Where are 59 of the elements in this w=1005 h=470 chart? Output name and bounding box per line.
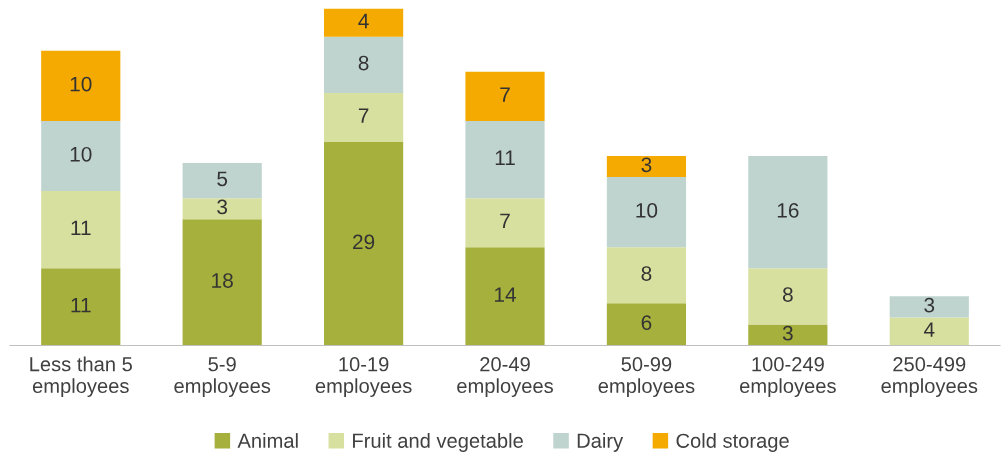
data-label: 8 [358,55,369,71]
legend-label: Fruit and vegetable [353,433,523,452]
data-label: 3 [217,199,228,215]
x-tick-label: 10-19 employees [315,357,412,398]
bar [324,8,404,37]
data-label: 7 [500,87,510,102]
bar [182,163,262,199]
data-label: 4 [923,322,935,337]
legend-label: Dairy [577,433,624,452]
data-label: 6 [641,315,652,330]
bar [606,177,687,248]
data-label: 5 [217,171,228,187]
data-label: 7 [500,213,510,229]
bar [41,50,121,121]
data-label: 14 [495,287,516,302]
bar [182,219,262,346]
bar [41,120,121,192]
x-tick-label: Less than 5 employees [30,356,132,398]
data-label: 18 [212,273,233,288]
data-label: 10 [70,76,92,92]
data-label: 8 [641,266,652,281]
data-label: 7 [358,108,369,123]
data-label: 11 [495,150,515,165]
bar [606,303,687,346]
data-label: 11 [71,220,91,236]
legend-label: Animal [237,433,298,448]
bar [41,268,121,346]
x-tick-label: 100-249 employees [740,357,836,398]
bar [465,120,545,199]
x-tick-label: 5-9 employees [174,357,271,398]
data-label: 3 [641,157,652,173]
data-label: 11 [71,297,91,313]
data-label: 16 [777,203,799,218]
data-label: 8 [782,287,793,302]
data-label: 10 [70,146,92,162]
bar [465,71,545,121]
bar [324,36,404,93]
bar [41,191,121,269]
bar [748,324,828,346]
bar [606,156,687,178]
data-label: 4 [358,13,369,29]
data-label: 3 [924,297,935,313]
bar [889,296,969,318]
legend-label: Cold storage [676,433,789,452]
bar [465,247,545,346]
bar [324,92,404,143]
bar [182,198,262,220]
bar [324,142,404,346]
bar [748,268,828,325]
bar [748,156,828,269]
data-label: 10 [636,203,658,218]
data-label: 29 [353,234,375,250]
x-tick-label: 50-99 employees [598,357,695,398]
x-tick-label: 20-49 employees [457,357,553,398]
bar [889,317,969,346]
bar [606,247,687,304]
bar [465,198,545,248]
x-tick-label: 250-499 employees [881,357,978,398]
data-label: 3 [782,325,793,341]
